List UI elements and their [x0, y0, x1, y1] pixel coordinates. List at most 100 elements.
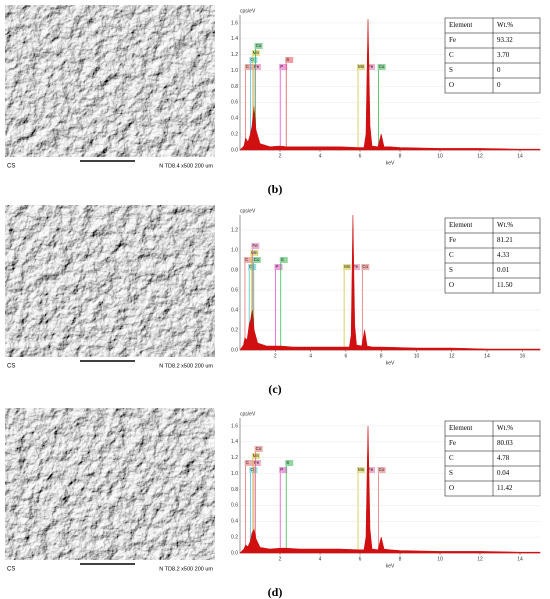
y-tick-label: 0.8 — [231, 84, 238, 90]
sem-left-text: CS — [7, 364, 15, 370]
table-header: Element — [449, 221, 472, 229]
element-label: Fe — [254, 460, 260, 465]
x-tick-label: 16 — [520, 353, 526, 359]
panel-label: (b) — [268, 182, 283, 196]
y-tick-label: 1.4 — [231, 439, 238, 445]
table-cell: C — [449, 251, 454, 259]
x-tick-label: 2 — [274, 353, 277, 359]
y-axis-label: cps/eV — [240, 411, 256, 417]
y-tick-label: 1.2 — [231, 52, 238, 58]
sem-left-text: CS — [7, 164, 15, 170]
spectrum-area — [239, 425, 541, 554]
element-box — [250, 250, 259, 256]
element-label: Fe — [368, 467, 374, 472]
element-label: Mn — [251, 250, 258, 255]
table-cell: 11.42 — [497, 484, 513, 492]
y-tick-label: 1.2 — [231, 227, 238, 233]
x-tick-label: 10 — [437, 556, 443, 562]
element-box — [249, 57, 258, 63]
sem-right-text: N TD8.4 x500 200 um — [159, 163, 213, 169]
element-label: S — [286, 460, 289, 465]
element-label: S — [281, 257, 284, 262]
element-label: C — [246, 64, 250, 69]
y-tick-label: 1.0 — [231, 471, 238, 477]
element-label: Co — [256, 43, 262, 48]
x-tick-label: 6 — [359, 556, 362, 562]
element-label: Fe — [353, 264, 359, 269]
y-tick-label: 0.4 — [231, 519, 238, 525]
y-tick-label: 0.0 — [231, 347, 238, 353]
element-label: Co — [256, 446, 262, 451]
table-cell: S — [449, 469, 453, 477]
y-tick-label: 0.2 — [231, 327, 238, 333]
y-tick-label: 0.6 — [231, 503, 238, 509]
table-cell: 11.50 — [497, 281, 513, 289]
x-tick-label: 10 — [414, 353, 420, 359]
table-cell: O — [449, 281, 454, 289]
x-tick-label: 4 — [319, 556, 322, 562]
x-tick-label: 8 — [399, 153, 402, 159]
element-label: P — [280, 64, 283, 69]
element-label: Co — [379, 64, 385, 69]
table-frame — [444, 17, 541, 94]
table-cell: C — [449, 454, 454, 462]
table-cell: 0.01 — [497, 266, 510, 274]
y-tick-label: 0.6 — [231, 287, 238, 293]
table-cell: Fe — [449, 439, 456, 447]
element-label: Mn — [358, 64, 365, 69]
element-box — [252, 257, 261, 263]
element-box — [279, 257, 288, 263]
x-tick-label: 12 — [477, 556, 483, 562]
spectrum-area — [239, 18, 541, 151]
table-frame — [444, 420, 541, 497]
x-tick-label: 10 — [437, 153, 443, 159]
sem-image — [5, 408, 215, 560]
y-tick-label: 0.4 — [231, 307, 238, 313]
y-tick-label: 0.8 — [231, 267, 238, 273]
element-label: Co — [362, 264, 368, 269]
y-tick-label: 0.4 — [231, 116, 238, 122]
y-tick-label: 0.0 — [231, 550, 238, 556]
element-label: C — [246, 460, 250, 465]
x-tick-label: 4 — [309, 353, 312, 359]
table-cell: Fe — [449, 236, 456, 244]
table-cell: S — [449, 266, 453, 274]
y-axis-label: cps/eV — [240, 208, 256, 214]
y-tick-label: 0.6 — [231, 100, 238, 106]
sem-left-text: CS — [7, 567, 15, 573]
element-box — [279, 64, 288, 70]
table-cell: 0 — [497, 81, 501, 89]
element-box — [253, 64, 261, 70]
element-box — [377, 64, 386, 70]
table-cell: Fe — [449, 36, 456, 44]
table-cell: O — [449, 484, 454, 492]
element-label: C — [245, 257, 249, 262]
element-label: P — [280, 467, 283, 472]
element-box — [254, 446, 263, 452]
sem-right-text: N TD8.2 x500 200 um — [159, 363, 213, 369]
element-box — [343, 264, 352, 270]
element-label: Fe — [252, 243, 258, 248]
element-box — [254, 43, 263, 49]
x-tick-label: 2 — [279, 153, 282, 159]
x-tick-label: 8 — [380, 353, 383, 359]
element-box — [377, 467, 386, 473]
x-tick-label: 12 — [449, 353, 455, 359]
sem-right-text: N TD8.2 x500 200 um — [159, 566, 213, 572]
x-axis-label: keV — [386, 160, 395, 166]
element-box — [274, 264, 283, 270]
x-tick-label: 14 — [517, 153, 523, 159]
element-box — [361, 264, 370, 270]
element-box — [357, 467, 365, 473]
x-tick-label: 6 — [359, 153, 362, 159]
table-frame — [444, 217, 541, 294]
table-header: Wt.% — [497, 424, 513, 432]
y-tick-label: 1.6 — [231, 423, 238, 429]
element-box — [253, 460, 261, 466]
element-label: Fe — [254, 64, 260, 69]
element-box — [367, 64, 375, 70]
element-label: Fe — [368, 64, 374, 69]
element-box — [367, 467, 375, 473]
x-tick-label: 4 — [319, 153, 322, 159]
element-label: Mn — [253, 453, 260, 458]
